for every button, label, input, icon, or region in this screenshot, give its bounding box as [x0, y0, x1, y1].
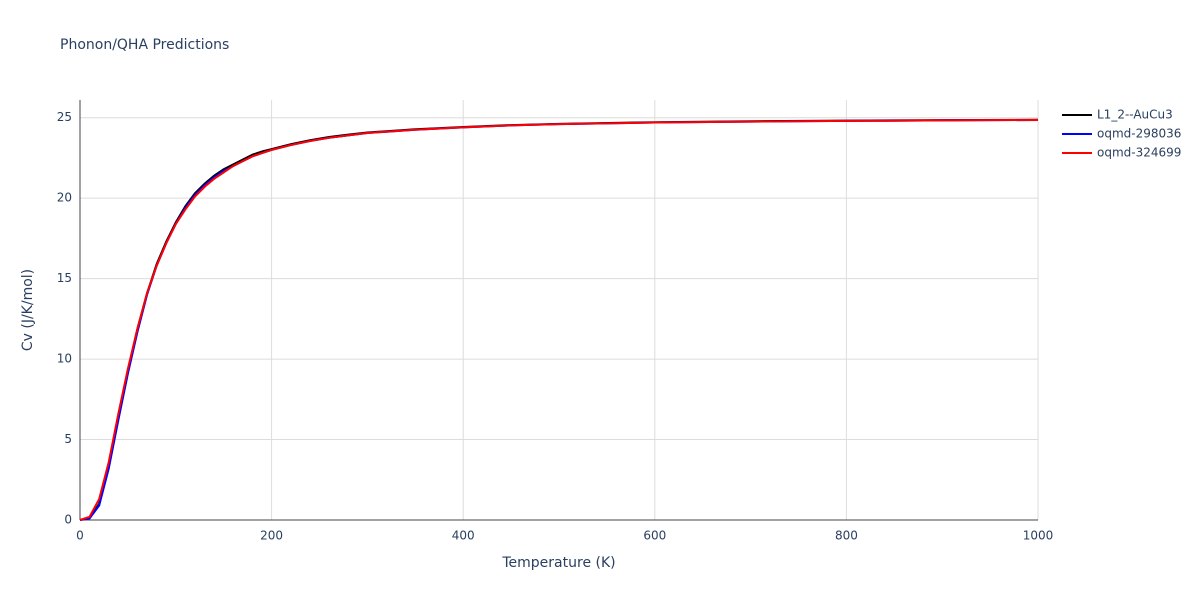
y-axis-label: Cv (J/K/mol)	[20, 269, 36, 351]
y-tick-label: 15	[57, 271, 72, 285]
x-axis-label: Temperature (K)	[501, 555, 615, 571]
line	[79, 118, 1039, 521]
legend-label: oqmd-324699	[1097, 146, 1181, 160]
y-tick-label: 25	[57, 110, 72, 124]
x-tick-label: 400	[452, 529, 475, 543]
y-tick-label: 5	[64, 432, 72, 446]
x-tick-label: 600	[643, 529, 666, 543]
x-tick-label: 0	[76, 529, 84, 543]
line	[79, 118, 1039, 521]
y-tick-label: 0	[64, 513, 72, 527]
chart-title: Phonon/QHA Predictions	[60, 37, 229, 53]
x-tick-label: 200	[260, 529, 283, 543]
x-tick-label: 1000	[1023, 529, 1054, 543]
legend-label: L1_2--AuCu3	[1097, 108, 1173, 122]
line	[79, 118, 1039, 521]
x-tick-label: 800	[835, 529, 858, 543]
y-tick-label: 10	[57, 352, 72, 366]
y-tick-label: 20	[57, 191, 72, 205]
legend-label: oqmd-298036	[1097, 127, 1181, 141]
